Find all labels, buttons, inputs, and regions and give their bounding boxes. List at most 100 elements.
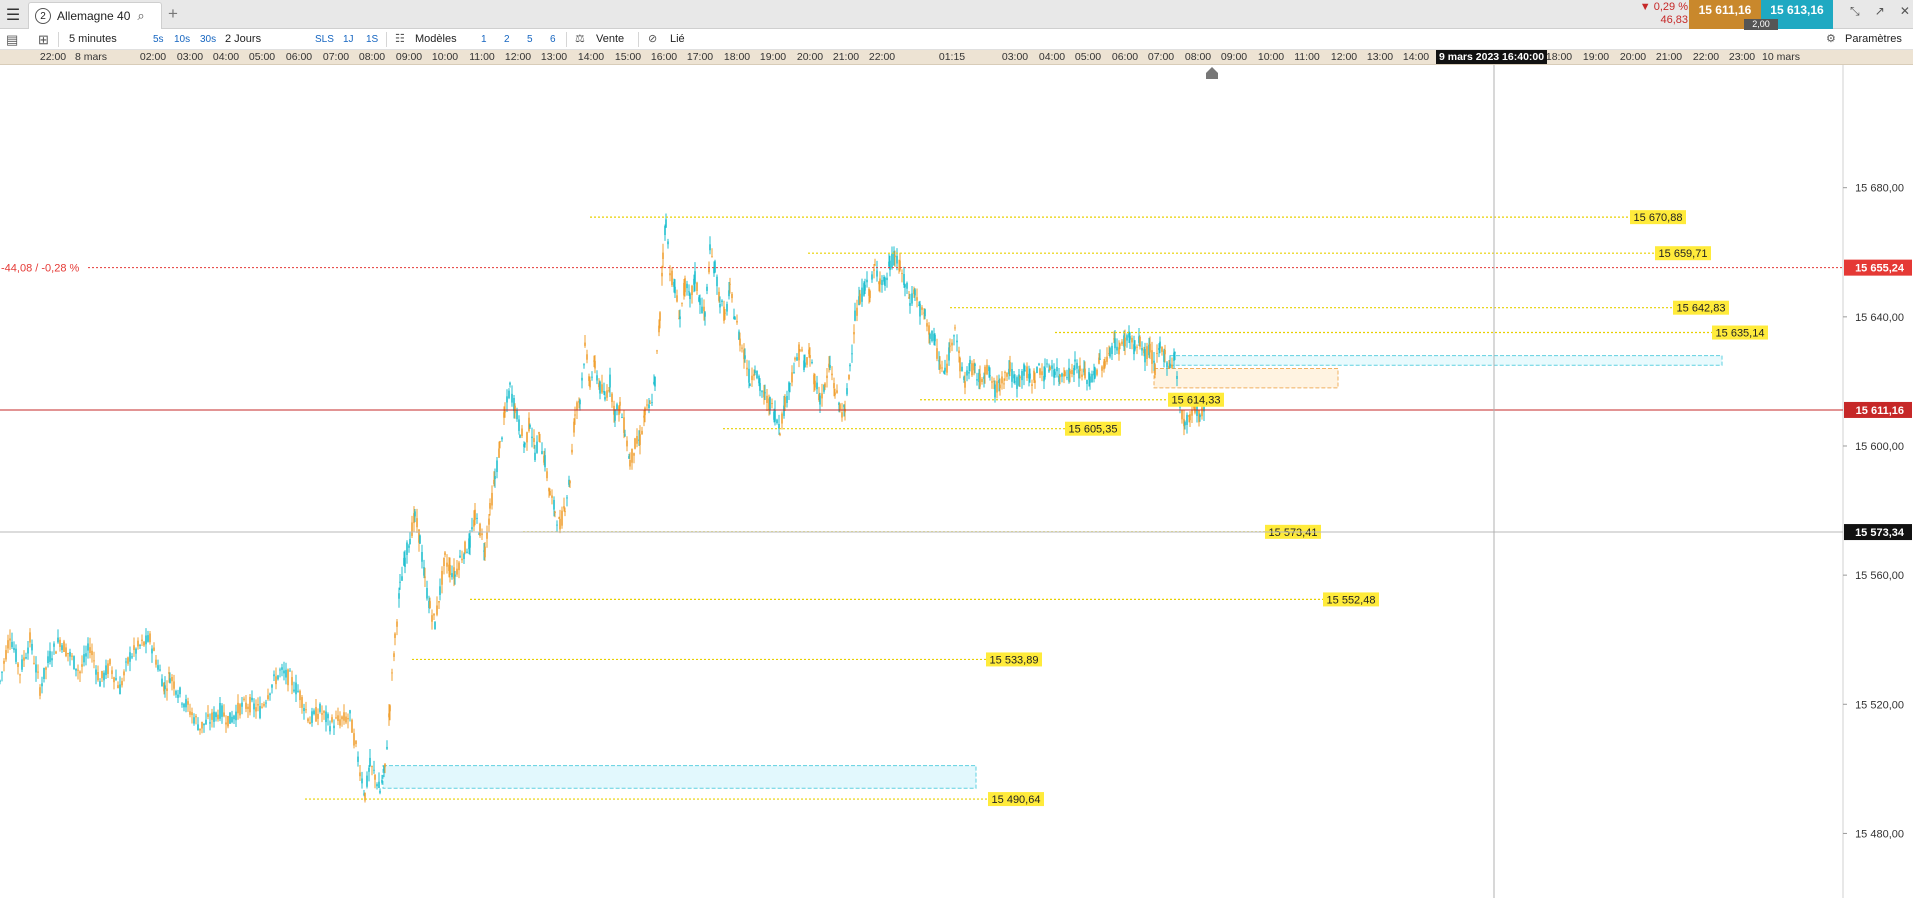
candle-body — [618, 406, 620, 415]
candle-body — [446, 562, 448, 567]
candle-body — [386, 746, 388, 749]
candle-body — [543, 455, 545, 463]
candle-body — [665, 219, 667, 228]
candle-body — [639, 434, 641, 445]
interval-select[interactable]: 5 minutes — [69, 33, 117, 45]
candle-body — [1194, 400, 1196, 413]
time-tick: 11:00 — [1294, 51, 1320, 63]
candle-body — [548, 488, 550, 492]
y-tick-label: 15 560,00 — [1855, 570, 1904, 582]
candle-body — [659, 312, 661, 321]
zone-demand[interactable] — [1169, 355, 1723, 366]
candle-body — [123, 671, 125, 676]
candle-body — [223, 712, 225, 717]
layout-1[interactable]: 1 — [481, 34, 487, 45]
candle-body — [257, 704, 259, 706]
candle-body — [586, 354, 588, 360]
candle-body — [893, 251, 895, 266]
templates-button[interactable]: Modèles — [415, 33, 457, 45]
candle-body — [578, 400, 580, 403]
candle-body — [129, 652, 131, 662]
candle-body — [1119, 344, 1121, 346]
candle-body — [237, 702, 239, 714]
period-1s[interactable]: 1S — [366, 34, 379, 45]
close-icon[interactable]: ✕ — [1899, 4, 1910, 18]
candle-body — [763, 390, 765, 398]
candle-body — [781, 413, 783, 424]
interval-30s[interactable]: 30s — [200, 34, 217, 45]
candle-body — [1039, 368, 1041, 375]
candle-body — [93, 660, 95, 662]
candle-body — [19, 674, 21, 676]
candle-body — [621, 417, 623, 419]
period-select[interactable]: 2 Jours — [225, 33, 262, 45]
add-tab-icon[interactable]: + — [168, 4, 178, 23]
bid-button[interactable]: 15 611,16 — [1689, 0, 1761, 29]
menu-icon[interactable]: ☰ — [5, 6, 21, 24]
layout-5[interactable]: 5 — [527, 34, 533, 45]
candle-body — [828, 363, 830, 368]
candle-body — [1191, 410, 1193, 416]
candle-body — [806, 357, 808, 365]
candle-body — [1158, 347, 1160, 351]
candle-body — [739, 338, 741, 346]
interval-5s[interactable]: 5s — [153, 34, 164, 45]
interval-10s[interactable]: 10s — [174, 34, 191, 45]
price-chart[interactable]: 15 670,88 15 659,71 15 642,83 15 635,14 15 6… — [0, 65, 1913, 898]
candle-body — [21, 659, 23, 670]
tab-instrument[interactable]: 2 Allemagne 40 ⌕ — [28, 2, 162, 29]
zone-demand[interactable] — [382, 765, 977, 789]
candle-body — [766, 395, 768, 403]
candle-body — [1091, 373, 1093, 383]
candle-body — [974, 364, 976, 366]
chart-canvas[interactable]: 15 670,88 15 659,71 15 642,83 15 635,14 15 6… — [0, 65, 1913, 898]
candle-body — [143, 641, 145, 646]
period-1j[interactable]: 1J — [343, 34, 354, 45]
candle-body — [418, 529, 420, 543]
external-icon[interactable]: ↗ — [1874, 4, 1885, 18]
sell-button[interactable]: Vente — [596, 33, 625, 45]
layout-2[interactable]: 2 — [504, 34, 510, 45]
candle-body — [1011, 369, 1013, 382]
candle-body — [159, 669, 161, 671]
candle-body — [988, 366, 990, 371]
time-tick: 03:00 — [1001, 51, 1029, 63]
candle-body — [489, 503, 491, 509]
candle-body — [297, 690, 299, 692]
candle-body — [1168, 365, 1170, 369]
candle-body — [1154, 364, 1156, 376]
candle-body — [168, 672, 170, 674]
candle-body — [115, 678, 117, 680]
candle-body — [888, 261, 890, 267]
event-marker-icon[interactable] — [1206, 67, 1218, 79]
layout-6[interactable]: 6 — [550, 34, 556, 45]
candle-body — [436, 605, 438, 615]
candle-body — [684, 278, 686, 293]
candle-body — [793, 372, 795, 374]
search-icon[interactable]: ⌕ — [137, 8, 145, 23]
zone-supply[interactable] — [1153, 367, 1339, 389]
list-icon[interactable]: ▤ — [6, 32, 19, 47]
layout-icon[interactable]: ⊞ — [38, 32, 49, 47]
candle-body — [243, 698, 245, 700]
candle-body — [1018, 374, 1020, 386]
candle-body — [939, 364, 941, 370]
gear-icon[interactable]: ⚙ — [1826, 33, 1836, 45]
candle-body — [529, 424, 531, 428]
time-tick: 11:00 — [469, 51, 495, 63]
collapse-icon[interactable]: ⤡ — [1850, 4, 1860, 18]
candle-body — [43, 667, 45, 679]
candle-body — [944, 367, 946, 372]
level-label-bg — [986, 652, 1042, 667]
candle-body — [13, 647, 15, 651]
period-sls[interactable]: SLS — [315, 34, 334, 45]
settings-button[interactable]: Paramètres — [1845, 33, 1902, 45]
candle-body — [39, 687, 41, 696]
candle-body — [5, 650, 7, 660]
toolbar-separator — [386, 32, 387, 47]
candle-body — [518, 419, 520, 431]
candle-body — [1114, 338, 1116, 349]
candle-body — [509, 382, 511, 385]
sell-icon: ⚖ — [575, 33, 585, 45]
linked-button[interactable]: Lié — [670, 33, 685, 45]
